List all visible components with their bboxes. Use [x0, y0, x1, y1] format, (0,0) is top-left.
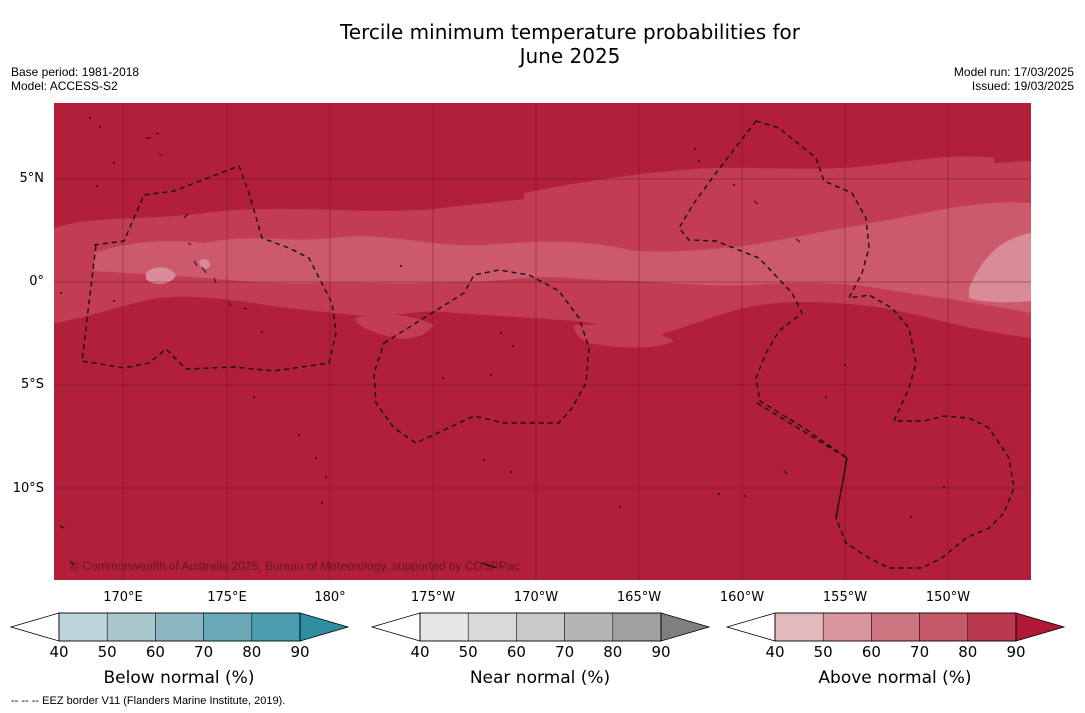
islands — [59, 132, 801, 569]
colorbar-segment — [516, 612, 565, 642]
eez-border-west — [81, 165, 337, 372]
colorbar-tick-label: 40 — [765, 643, 785, 661]
title-line-2: June 2025 — [519, 44, 621, 68]
colorbar-segment — [871, 612, 920, 642]
issued-date: Issued: 19/03/2025 — [971, 79, 1074, 93]
lon-label-150w: 150°W — [925, 590, 971, 605]
lat-label-5n: 5°N — [19, 171, 45, 186]
colorbar-tick-label: 50 — [813, 643, 833, 661]
chart-title: Tercile minimum temperature probabilitie… — [0, 20, 1085, 68]
colorbar-tick-label: 70 — [555, 643, 575, 661]
blob-mid-2 — [574, 324, 674, 348]
colorbar-tick-label: 70 — [194, 643, 214, 661]
colorbar-segment — [564, 612, 614, 642]
colorbars — [9, 612, 1066, 642]
model-run: Model run: 17/03/2025 — [953, 65, 1074, 79]
colorbar-near-normal — [370, 612, 711, 642]
colorbar-tick-label: 90 — [1006, 643, 1026, 661]
colorbar-segment — [967, 612, 1017, 642]
colorbar-segment — [155, 612, 204, 642]
lon-label-160w: 160°W — [719, 590, 765, 605]
lat-label-5s: 5°S — [20, 377, 44, 392]
island-dots — [60, 117, 945, 518]
colorbar-segment — [612, 612, 662, 642]
colorbar-tick-label: 60 — [145, 643, 165, 661]
colorbar-above-normal — [725, 612, 1066, 642]
lon-label-165w: 165°W — [616, 590, 662, 605]
colorbar-max-arrow — [299, 612, 350, 642]
colorbar-segment — [203, 612, 253, 642]
lat-label-0: 0° — [29, 274, 44, 289]
colorbar-tick-label: 90 — [290, 643, 310, 661]
eez-border-east-link — [756, 402, 848, 519]
eez-borders — [81, 120, 1015, 569]
lon-label-175e: 175°E — [207, 590, 247, 605]
colorbar-max-arrow — [660, 612, 711, 642]
equatorial-band-light1 — [94, 202, 1031, 313]
colorbar-below-normal — [9, 612, 350, 642]
colorbar-max-arrow — [1015, 612, 1066, 642]
colorbar-segment — [106, 612, 156, 642]
copyright-notice: © Commonwealth of Australia 2025, Bureau… — [70, 559, 520, 573]
lon-label-175w: 175°W — [410, 590, 456, 605]
blob-mid-1 — [354, 314, 434, 339]
patch-light2-small — [199, 258, 210, 269]
graticule — [54, 103, 1031, 580]
colorbar-outline — [419, 612, 662, 642]
colorbar-outline — [58, 612, 301, 642]
title-line-1: Tercile minimum temperature probabilitie… — [339, 20, 801, 44]
colorbar-segment — [58, 612, 108, 642]
meta-left: Base period: 1981-2018 Model: ACCESS-S2 — [11, 65, 139, 93]
colorbar-tick-label: 50 — [458, 643, 478, 661]
colorbar-title-near: Near normal (%) — [469, 668, 611, 688]
colorbar-tick-label: 40 — [410, 643, 430, 661]
colorbar-tick-label: 90 — [651, 643, 671, 661]
colorbar-tick-label: 80 — [603, 643, 623, 661]
colorbar-segment — [822, 612, 872, 642]
model-name: Model: ACCESS-S2 — [11, 79, 118, 93]
colorbar-min-arrow — [370, 612, 421, 642]
colorbar-title-below: Below normal (%) — [103, 668, 255, 688]
colorbar-min-arrow — [9, 612, 60, 642]
colorbar-tick-label: 60 — [861, 643, 881, 661]
eez-border-central — [373, 269, 590, 444]
colorbar-title-above: Above normal (%) — [818, 668, 972, 688]
lon-label-180: 180° — [314, 590, 346, 605]
colorbar-min-arrow — [725, 612, 776, 642]
probability-map — [54, 103, 1031, 580]
colorbar-segment — [774, 612, 824, 642]
colorbar-tick-label: 60 — [506, 643, 526, 661]
meta-right: Model run: 17/03/2025 Issued: 19/03/2025 — [954, 65, 1074, 93]
colorbar-segment — [251, 612, 301, 642]
base-period: Base period: 1981-2018 — [11, 65, 140, 79]
lon-label-170w: 170°W — [513, 590, 559, 605]
colorbar-tick-label: 40 — [49, 643, 69, 661]
stripe-north — [524, 156, 994, 203]
patch-light2-east — [969, 233, 1031, 303]
colorbar-tick-label: 80 — [958, 643, 978, 661]
eez-footnote: -- -- -- EEZ border V11 (Flanders Marine… — [11, 695, 286, 707]
colorbar-tick-label: 80 — [242, 643, 262, 661]
colorbar-tick-label: 70 — [910, 643, 930, 661]
colorbar-segment — [919, 612, 969, 642]
lon-label-170e: 170°E — [103, 590, 143, 605]
eez-border-east-upper — [678, 120, 1015, 569]
colorbar-segment — [467, 612, 517, 642]
lon-label-155w: 155°W — [822, 590, 868, 605]
colorbar-segment — [419, 612, 469, 642]
colorbar-tick-label: 50 — [97, 643, 117, 661]
patch-light2-west — [146, 267, 176, 284]
colorbar-outline — [774, 612, 1017, 642]
lat-label-10s: 10°S — [12, 481, 44, 496]
